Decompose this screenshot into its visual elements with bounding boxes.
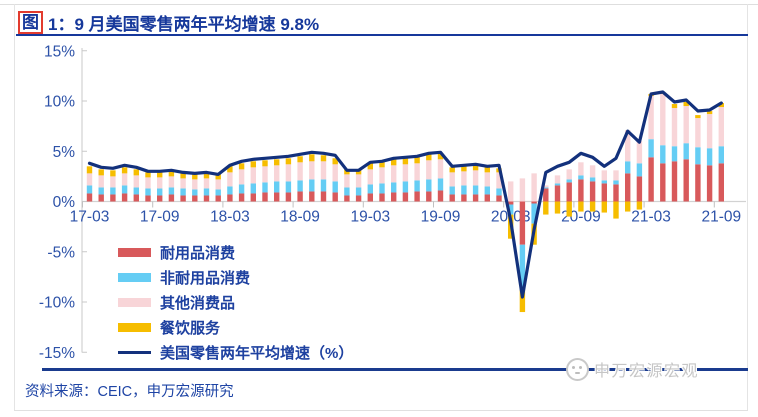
chart-legend: 耐用品消费 非耐用品消费 其他消费品 餐饮服务 美国零售两年平均增速（%） [118, 240, 353, 365]
legend-item-durables: 耐用品消费 [118, 240, 353, 265]
svg-text:-5%: -5% [47, 244, 75, 261]
figure-char-box: 图 [18, 11, 43, 34]
left-border-line [14, 4, 15, 411]
other-goods-swatch [118, 298, 151, 307]
source-note: 资料来源：CEIC，申万宏源研究 [25, 384, 234, 400]
nondurables-swatch [118, 273, 151, 282]
legend-item-food-service: 餐饮服务 [118, 315, 353, 340]
svg-text:21-09: 21-09 [701, 209, 741, 226]
watermark-text: 申万宏源宏观 [594, 363, 700, 380]
footer-divider-rule [42, 368, 748, 371]
legend-label: 其他消费品 [160, 295, 236, 312]
svg-text:21-03: 21-03 [631, 209, 671, 226]
total-line-swatch [118, 351, 151, 354]
right-border-line [747, 4, 748, 411]
legend-label: 非耐用品消费 [160, 270, 251, 287]
top-border-line [0, 4, 758, 5]
legend-item-nondurables: 非耐用品消费 [118, 265, 353, 290]
legend-label: 餐饮服务 [160, 320, 221, 337]
svg-text:-10%: -10% [39, 295, 75, 312]
title-underline [16, 34, 748, 36]
legend-label: 耐用品消费 [160, 245, 236, 262]
bottom-border-line [14, 410, 748, 411]
legend-item-other-goods: 其他消费品 [118, 290, 353, 315]
svg-text:17-03: 17-03 [70, 209, 110, 226]
svg-text:18-03: 18-03 [210, 209, 250, 226]
svg-text:18-09: 18-09 [280, 209, 320, 226]
figure-title-text: 1：9 月美国零售两年平均增速 9.8% [48, 15, 320, 34]
legend-item-total-line: 美国零售两年平均增速（%） [118, 340, 353, 365]
brand-watermark: 申万宏源宏观 [566, 355, 699, 383]
svg-text:10%: 10% [44, 94, 75, 111]
svg-text:17-09: 17-09 [140, 209, 180, 226]
figure-title: 图 1：9 月美国零售两年平均增速 9.8% [18, 10, 319, 35]
svg-text:0%: 0% [53, 194, 76, 211]
svg-text:-15%: -15% [39, 345, 75, 362]
sws-logo-icon [566, 357, 589, 381]
svg-text:15%: 15% [44, 43, 75, 60]
svg-text:5%: 5% [53, 144, 76, 161]
food-service-swatch [118, 323, 151, 332]
legend-label: 美国零售两年平均增速（%） [160, 345, 354, 362]
svg-text:19-03: 19-03 [350, 209, 390, 226]
svg-text:19-09: 19-09 [421, 209, 461, 226]
durables-swatch [118, 248, 151, 257]
